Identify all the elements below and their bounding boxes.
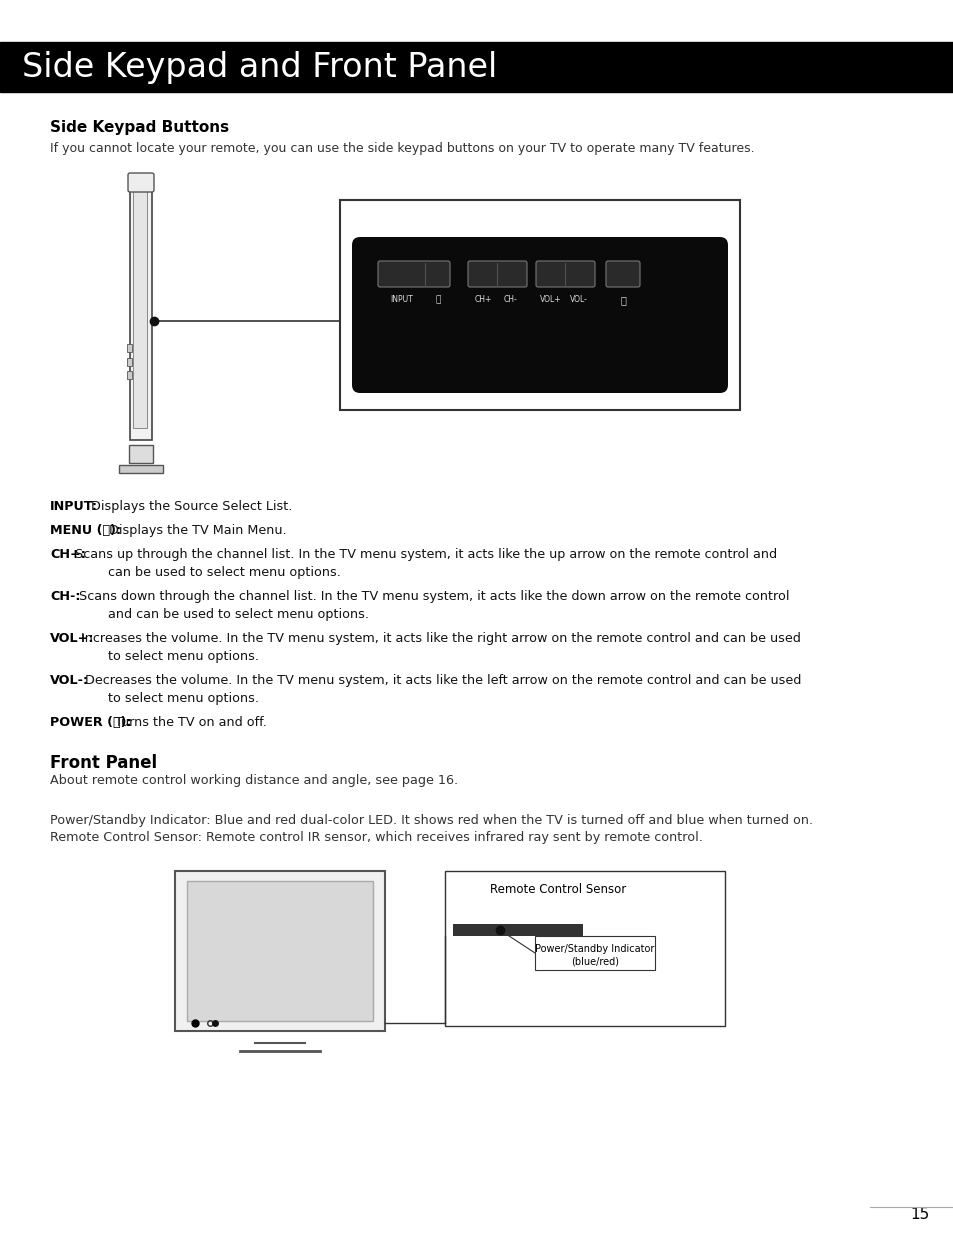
Text: Power/Standby Indicator: Power/Standby Indicator <box>535 944 654 954</box>
Text: About remote control working distance and angle, see page 16.: About remote control working distance an… <box>50 774 457 787</box>
Bar <box>130 175 152 441</box>
FancyBboxPatch shape <box>352 237 727 392</box>
Text: CH+:: CH+: <box>50 548 86 561</box>
Bar <box>535 937 655 970</box>
Bar <box>132 185 147 428</box>
Text: VOL+:: VOL+: <box>50 632 94 645</box>
Bar <box>339 200 740 410</box>
Text: Side Keypad Buttons: Side Keypad Buttons <box>50 120 229 135</box>
Text: MENU (ⓒ):: MENU (ⓒ): <box>50 524 121 537</box>
Text: ⏻: ⏻ <box>619 295 625 305</box>
Text: INPUT: INPUT <box>390 295 413 304</box>
Text: Remote Control Sensor: Remote control IR sensor, which receives infrared ray sen: Remote Control Sensor: Remote control IR… <box>50 830 702 844</box>
Text: 15: 15 <box>910 1207 929 1222</box>
Text: Scans down through the channel list. In the TV menu system, it acts like the dow: Scans down through the channel list. In … <box>75 590 789 603</box>
Text: and can be used to select menu options.: and can be used to select menu options. <box>108 608 369 621</box>
Text: to select menu options.: to select menu options. <box>108 692 258 705</box>
Bar <box>119 465 163 473</box>
Text: CH-: CH- <box>503 295 517 304</box>
Bar <box>127 358 132 365</box>
Text: Remote Control Sensor: Remote Control Sensor <box>490 884 625 896</box>
Text: VOL-: VOL- <box>570 295 587 304</box>
Text: CH-:: CH-: <box>50 590 80 603</box>
Text: If you cannot locate your remote, you can use the side keypad buttons on your TV: If you cannot locate your remote, you ca… <box>50 142 754 155</box>
Text: POWER (⏻):: POWER (⏻): <box>50 716 132 729</box>
FancyBboxPatch shape <box>468 262 526 288</box>
Text: can be used to select menu options.: can be used to select menu options. <box>108 566 340 579</box>
Text: CH+: CH+ <box>474 295 491 304</box>
FancyBboxPatch shape <box>536 262 595 288</box>
Bar <box>444 871 724 1025</box>
FancyBboxPatch shape <box>377 262 450 288</box>
Bar <box>453 924 582 937</box>
Text: Power/Standby Indicator: Blue and red dual-color LED. It shows red when the TV i: Power/Standby Indicator: Blue and red du… <box>50 814 812 827</box>
Text: Decreases the volume. In the TV menu system, it acts like the left arrow on the : Decreases the volume. In the TV menu sys… <box>81 674 801 687</box>
Bar <box>127 344 132 352</box>
Text: Scans up through the channel list. In the TV menu system, it acts like the up ar: Scans up through the channel list. In th… <box>75 548 777 561</box>
Bar <box>129 445 152 463</box>
Bar <box>174 871 385 1030</box>
Bar <box>0 42 953 93</box>
FancyBboxPatch shape <box>128 173 153 193</box>
Text: ⓒ: ⓒ <box>435 295 440 304</box>
Text: Displays the TV Main Menu.: Displays the TV Main Menu. <box>105 524 286 537</box>
Text: VOL+: VOL+ <box>539 295 561 304</box>
Text: VOL-:: VOL-: <box>50 674 89 687</box>
Text: Front Panel: Front Panel <box>50 754 157 772</box>
Text: INPUT:: INPUT: <box>50 500 98 513</box>
Text: (blue/red): (blue/red) <box>571 956 618 966</box>
Text: Displays the Source Select List.: Displays the Source Select List. <box>87 500 292 513</box>
Text: to select menu options.: to select menu options. <box>108 650 258 663</box>
Text: Increases the volume. In the TV menu system, it acts like the right arrow on the: Increases the volume. In the TV menu sys… <box>81 632 800 645</box>
Text: Turns the TV on and off.: Turns the TV on and off. <box>111 716 267 729</box>
Bar <box>127 370 132 379</box>
Bar <box>187 881 373 1021</box>
Text: Side Keypad and Front Panel: Side Keypad and Front Panel <box>22 51 497 84</box>
FancyBboxPatch shape <box>605 262 639 288</box>
